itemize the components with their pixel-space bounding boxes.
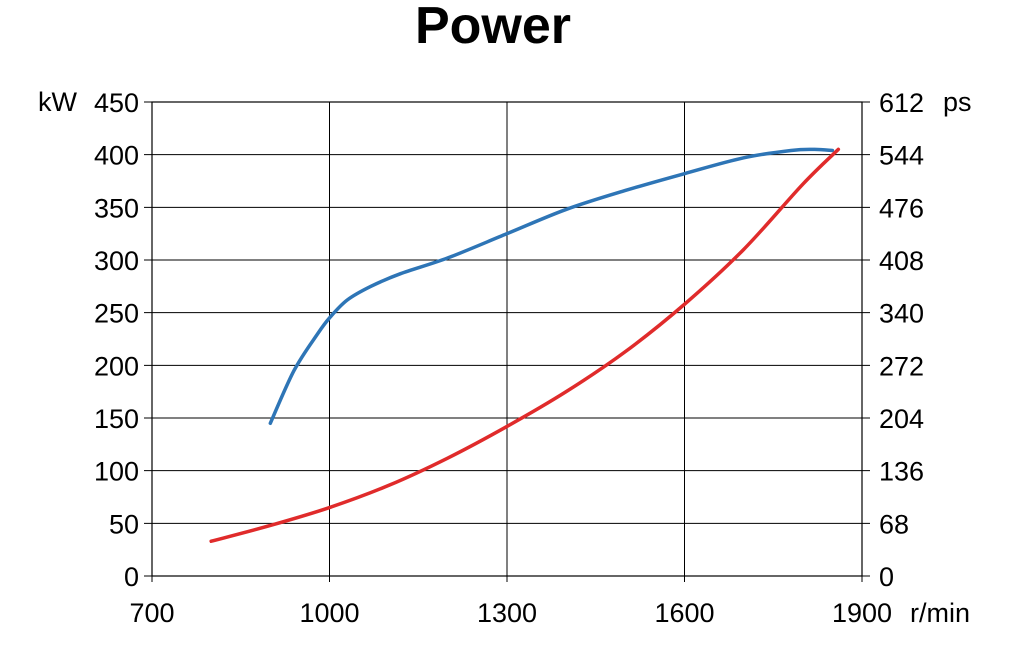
y-right-tick-label: 340 bbox=[879, 299, 924, 329]
y-left-tick-label: 350 bbox=[94, 193, 139, 223]
axis-tick-labels: 0 0 50 68 100 136 150 204 200 272 250 340 300 408 350 4… bbox=[94, 88, 924, 628]
y-left-tick-label: 250 bbox=[94, 299, 139, 329]
y-left-tick-label: 450 bbox=[94, 88, 139, 118]
y-right-unit-label: ps bbox=[943, 87, 972, 117]
x-tick-label: 700 bbox=[129, 598, 174, 628]
y-left-tick-label: 400 bbox=[94, 141, 139, 171]
y-right-tick-label: 204 bbox=[879, 404, 924, 434]
series-lines bbox=[209, 147, 841, 543]
series-line-1 bbox=[268, 147, 835, 426]
y-left-tick-label: 300 bbox=[94, 246, 139, 276]
x-unit-label: r/min bbox=[910, 598, 970, 628]
y-right-tick-label: 0 bbox=[879, 562, 894, 592]
y-right-tick-label: 408 bbox=[879, 246, 924, 276]
y-left-tick-label: 100 bbox=[94, 457, 139, 487]
y-right-tick-label: 136 bbox=[879, 457, 924, 487]
x-tick-label: 1000 bbox=[299, 598, 359, 628]
x-tick-label: 1600 bbox=[654, 598, 714, 628]
chart-title: Power bbox=[415, 0, 571, 55]
plot-frame bbox=[151, 101, 863, 577]
grid-lines bbox=[144, 101, 870, 582]
y-left-tick-label: 50 bbox=[109, 509, 139, 539]
y-left-tick-label: 0 bbox=[124, 562, 139, 592]
x-tick-label: 1300 bbox=[477, 598, 537, 628]
y-left-tick-label: 150 bbox=[94, 404, 139, 434]
y-left-tick-label: 200 bbox=[94, 351, 139, 381]
y-left-unit-label: kW bbox=[38, 87, 78, 117]
y-right-tick-label: 68 bbox=[879, 509, 909, 539]
x-tick-label: 1900 bbox=[832, 598, 892, 628]
y-right-tick-label: 272 bbox=[879, 351, 924, 381]
series-line-2 bbox=[209, 147, 841, 543]
y-right-tick-label: 544 bbox=[879, 141, 924, 171]
y-right-tick-label: 476 bbox=[879, 193, 924, 223]
y-right-tick-label: 612 bbox=[879, 88, 924, 118]
